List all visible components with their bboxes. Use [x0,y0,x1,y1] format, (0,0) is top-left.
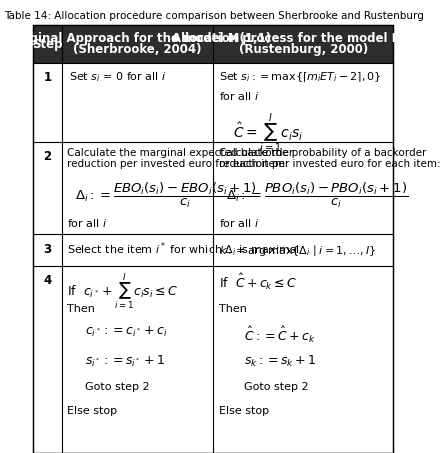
Text: Calculate the marginal expected backorder
reduction per invested euro for each i: Calculate the marginal expected backorde… [67,148,294,169]
Bar [62,142,213,235]
Text: If  $\hat{C} + c_k \leq C$: If $\hat{C} + c_k \leq C$ [219,271,297,292]
Text: Then: Then [219,304,247,314]
Text: If  $c_{i^*} + \sum_{i=1}^{I} c_i s_i \leq C$: If $c_{i^*} + \sum_{i=1}^{I} c_i s_i \le… [67,271,178,312]
Text: Select the item $i^*$ for which $\Delta_i$ is maximal: Select the item $i^*$ for which $\Delta_… [67,241,300,260]
Bar [62,235,213,266]
Text: $s_k := s_k + 1$: $s_k := s_k + 1$ [244,354,316,370]
Text: Set $s_i$ = 0 for all $i$: Set $s_i$ = 0 for all $i$ [69,70,167,84]
Text: Goto step 2: Goto step 2 [85,381,150,391]
Text: Step: Step [32,38,63,51]
Text: $\Delta_i := \dfrac{PBO_i(s_i) - PBO_i(s_i+1)}{c_i}$: $\Delta_i := \dfrac{PBO_i(s_i) - PBO_i(s… [226,181,408,210]
Bar [213,142,393,235]
Bar [33,63,62,142]
Text: Else stop: Else stop [67,406,118,416]
Text: 2: 2 [43,150,51,163]
Text: $\hat{C} = \sum_{i=1}^{I} c_i s_i$: $\hat{C} = \sum_{i=1}^{I} c_i s_i$ [233,111,303,154]
Text: for all $i$: for all $i$ [219,217,259,229]
Text: 4: 4 [43,274,52,287]
Text: 1: 1 [43,72,51,84]
Text: Else stop: Else stop [219,406,269,416]
Text: Calculate the probability of a backorder
reduction per invested euro for each it: Calculate the probability of a backorder… [219,148,440,169]
Bar [33,235,62,266]
Bar [33,142,62,235]
Bar [213,266,393,453]
Text: 3: 3 [43,243,51,255]
Text: Goto step 2: Goto step 2 [244,381,308,391]
Text: (Rustenburg, 2000): (Rustenburg, 2000) [239,43,368,56]
Text: Allocation process for the model M(1,1): Allocation process for the model M(1,1) [172,32,435,45]
Bar [213,63,393,142]
Text: Set $s_i := \max\{\lceil m_i ET_i - 2 \rceil, 0\}$: Set $s_i := \max\{\lceil m_i ET_i - 2 \r… [219,70,381,84]
Text: (Sherbrooke, 2004): (Sherbrooke, 2004) [73,43,202,56]
Text: $s_{i^*} := s_{i^*} + 1$: $s_{i^*} := s_{i^*} + 1$ [85,354,165,370]
Bar [62,266,213,453]
Text: $k := \arg\max\{\Delta_i \mid i = 1, \ldots, I\}$: $k := \arg\max\{\Delta_i \mid i = 1, \ld… [219,243,376,258]
Text: for all $i$: for all $i$ [67,217,108,229]
Text: for all $i$: for all $i$ [219,91,259,102]
Text: Marginal Approach for the model M(1,1): Marginal Approach for the model M(1,1) [4,32,271,45]
Bar [213,235,393,266]
Bar [33,25,62,63]
Bar [213,25,393,63]
Bar [62,25,213,63]
Text: $\Delta_i := \dfrac{EBO_i(s_i) - EBO_i(s_i+1)}{c_i}$: $\Delta_i := \dfrac{EBO_i(s_i) - EBO_i(s… [75,181,257,210]
Text: $c_{i^*} := c_{i^*} + c_i$: $c_{i^*} := c_{i^*} + c_i$ [85,325,169,339]
Text: Table 14: Allocation procedure comparison between Sherbrooke and Rustenburg: Table 14: Allocation procedure compariso… [4,11,424,21]
Text: Then: Then [67,304,95,314]
Bar [33,266,62,453]
Bar [62,63,213,142]
Text: $\hat{C} := \hat{C} + c_k$: $\hat{C} := \hat{C} + c_k$ [244,325,315,345]
